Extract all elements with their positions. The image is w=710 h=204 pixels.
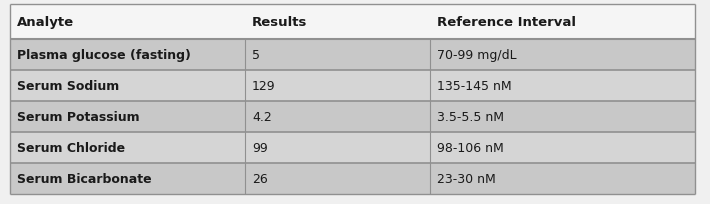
Bar [10, 163, 695, 194]
Text: Reference Interval: Reference Interval [437, 16, 576, 29]
Bar [10, 5, 695, 40]
Bar [10, 40, 695, 71]
Text: Results: Results [252, 16, 307, 29]
Text: Serum Chloride: Serum Chloride [17, 141, 125, 154]
Bar [10, 132, 695, 163]
Text: 3.5-5.5 nM: 3.5-5.5 nM [437, 110, 504, 123]
Bar [10, 71, 695, 102]
Text: Analyte: Analyte [17, 16, 74, 29]
Text: 26: 26 [252, 172, 268, 185]
Text: Serum Bicarbonate: Serum Bicarbonate [17, 172, 152, 185]
Text: 99: 99 [252, 141, 268, 154]
Text: 23-30 nM: 23-30 nM [437, 172, 496, 185]
Text: 4.2: 4.2 [252, 110, 272, 123]
Text: 129: 129 [252, 80, 275, 93]
Text: 98-106 nM: 98-106 nM [437, 141, 504, 154]
Text: 70-99 mg/dL: 70-99 mg/dL [437, 49, 517, 62]
Text: Serum Sodium: Serum Sodium [17, 80, 119, 93]
Bar [10, 102, 695, 132]
Text: Plasma glucose (fasting): Plasma glucose (fasting) [17, 49, 191, 62]
Text: 5: 5 [252, 49, 260, 62]
Text: 135-145 nM: 135-145 nM [437, 80, 512, 93]
Text: Serum Potassium: Serum Potassium [17, 110, 140, 123]
